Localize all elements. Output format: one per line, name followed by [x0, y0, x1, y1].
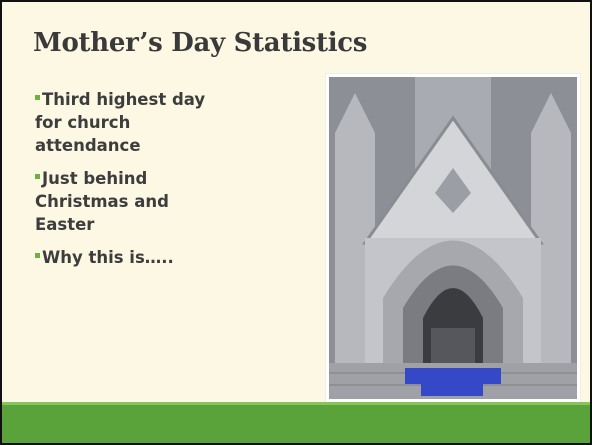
footer-band	[2, 402, 590, 443]
bullet: Third highest day for church attendance	[35, 88, 213, 157]
church-photo	[325, 73, 581, 403]
slide: Mother’s Day Statistics Third highest da…	[0, 0, 592, 445]
blue-carpet	[405, 368, 501, 384]
bullet: Why this is…..	[35, 246, 213, 269]
bullet: Just behind Christmas and Easter	[35, 167, 213, 236]
door	[431, 328, 475, 368]
blue-carpet	[421, 384, 483, 396]
bullet-list: Third highest day for church attendance …	[35, 88, 213, 279]
slide-title: Mother’s Day Statistics	[33, 28, 367, 58]
